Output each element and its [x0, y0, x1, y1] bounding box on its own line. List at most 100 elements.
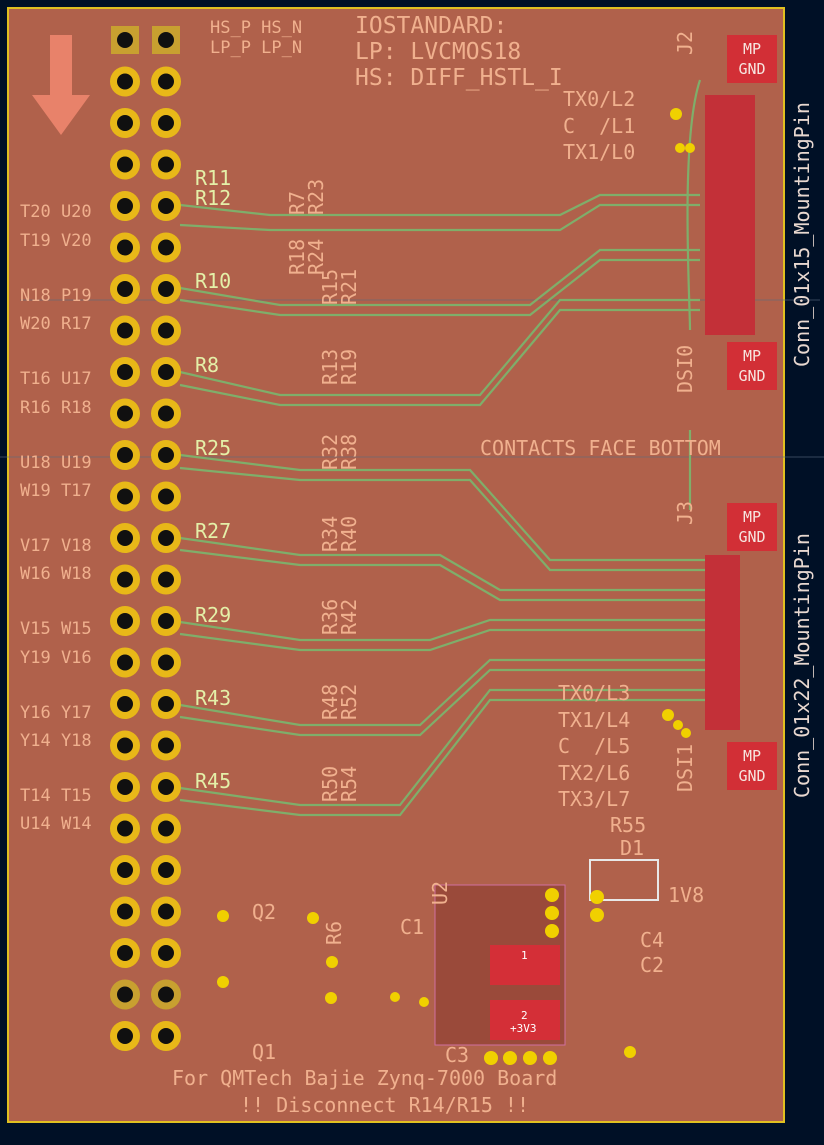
mounting-pad: MP GND	[727, 342, 777, 390]
pin-hole	[117, 447, 133, 463]
ref-label: C3	[445, 1043, 470, 1067]
connector-value: Conn_01x15_MountingPin	[790, 102, 814, 367]
pin-hole	[158, 530, 174, 546]
pin-pair-label: Y16 Y17	[20, 703, 92, 723]
mounting-pad-label: MP	[742, 347, 762, 365]
pad-label: 1	[521, 949, 528, 962]
pin-pair-label: T16 U17	[20, 369, 92, 389]
board-edge	[7, 7, 785, 1123]
pin-hole	[158, 239, 174, 256]
iostandard-lp: LP: LVCMOS18	[355, 39, 522, 65]
ref-label: R55	[610, 813, 647, 837]
pin-hole	[117, 32, 133, 48]
connector-name: DSI1	[673, 743, 697, 792]
pin-pair-label: W16 W18	[20, 564, 92, 584]
pin-hole	[117, 613, 133, 629]
pin-pair-label: U18 U19	[20, 453, 92, 473]
pin-hole	[117, 571, 133, 588]
pin-hole	[158, 862, 174, 878]
mounting-pad: MP GND	[727, 35, 777, 83]
pin-hole	[158, 405, 174, 422]
mounting-pad-label: GND	[738, 528, 766, 546]
pin-hole	[158, 945, 174, 961]
mounting-pad-label: GND	[738, 367, 766, 385]
lane-label: TX1/L4	[558, 708, 631, 732]
pin-pair-label: U14 W14	[20, 814, 92, 834]
mounting-pad-label: GND	[738, 767, 766, 785]
pin-hole	[117, 986, 133, 1003]
ref-label: C1	[400, 915, 425, 939]
pin-hole	[117, 903, 133, 920]
pad-label: 2	[521, 1009, 528, 1022]
pin-pair-label: W20 R17	[20, 314, 92, 334]
resistor-label: R19	[337, 348, 361, 385]
pin-hole	[158, 364, 174, 380]
pin-hole	[158, 986, 174, 1003]
header-label: LP_P LP_N	[210, 38, 303, 58]
traces	[179, 79, 705, 817]
pin-hole	[158, 903, 174, 920]
pin-hole	[117, 654, 133, 671]
resistor-label: R40	[337, 515, 361, 552]
ref-label: U2	[428, 880, 452, 905]
lane-label: C /L1	[563, 114, 636, 138]
ref-label: D1	[620, 836, 645, 860]
pin-hole	[158, 488, 174, 505]
pin-hole	[158, 32, 174, 48]
resistor-label: R27	[195, 519, 232, 543]
lane-label: TX0/L3	[558, 681, 631, 705]
mounting-pad: MP GND	[727, 503, 777, 551]
pin-hole	[117, 737, 133, 754]
pin-pair-label: Y19 V16	[20, 648, 92, 668]
lane-label: TX2/L6	[558, 761, 631, 785]
footer: !! Disconnect R14/R15 !!	[240, 1093, 529, 1117]
ref-label: C4	[640, 928, 665, 952]
mounting-pad-label: MP	[742, 508, 762, 526]
pin-pair-label: N18 P19	[20, 286, 92, 306]
iostandard-hs: HS: DIFF_HSTL_I	[355, 65, 563, 91]
footer: For QMTech Bajie Zynq-7000 Board	[172, 1066, 558, 1090]
pin-hole	[117, 488, 133, 505]
pin-pair-label: V17 V18	[20, 536, 92, 556]
mounting-pad-label: MP	[742, 40, 762, 58]
mounting-pad-label: GND	[738, 60, 766, 78]
pin-hole	[117, 364, 133, 380]
pin-hole	[158, 1028, 174, 1044]
vias	[217, 108, 695, 1065]
pin-pair-label: V15 W15	[20, 619, 92, 639]
ref-label: J3	[673, 500, 697, 525]
pin-pair-label: Y14 Y18	[20, 731, 92, 751]
ref-label: C2	[640, 953, 665, 977]
pin-hole	[117, 115, 133, 131]
pin-hole	[117, 1028, 133, 1044]
pin-pair-label: T19 V20	[20, 231, 92, 251]
pin-hole	[117, 73, 133, 90]
resistor-label: R45	[195, 769, 232, 793]
lane-label: C /L5	[558, 734, 631, 758]
pin-hole	[117, 696, 133, 712]
pin-hole	[158, 696, 174, 712]
pin-hole	[158, 198, 174, 214]
pin-hole	[117, 281, 133, 297]
connector-value: Conn_01x22_MountingPin	[790, 533, 814, 798]
resistor-label: R29	[195, 603, 232, 627]
iostandard-title: IOSTANDARD:	[355, 13, 508, 39]
resistor-label: R42	[337, 598, 361, 635]
pin-hole	[117, 322, 133, 339]
pin-hole	[117, 945, 133, 961]
connector-name: DSI0	[673, 344, 697, 393]
resistor-label: R52	[337, 683, 361, 720]
pin-hole	[117, 530, 133, 546]
pin-hole	[117, 198, 133, 214]
pin-hole	[158, 322, 174, 339]
resistor-label: R8	[195, 353, 220, 377]
mounting-pad-label: MP	[742, 747, 762, 765]
ref-label: Q2	[252, 900, 277, 924]
pad-label: +3V3	[510, 1022, 537, 1035]
mounting-pad: MP GND	[727, 742, 777, 790]
pin-hole	[158, 281, 174, 297]
pin-hole	[117, 405, 133, 422]
pin-hole	[158, 73, 174, 90]
resistor-label: R12	[195, 186, 232, 210]
